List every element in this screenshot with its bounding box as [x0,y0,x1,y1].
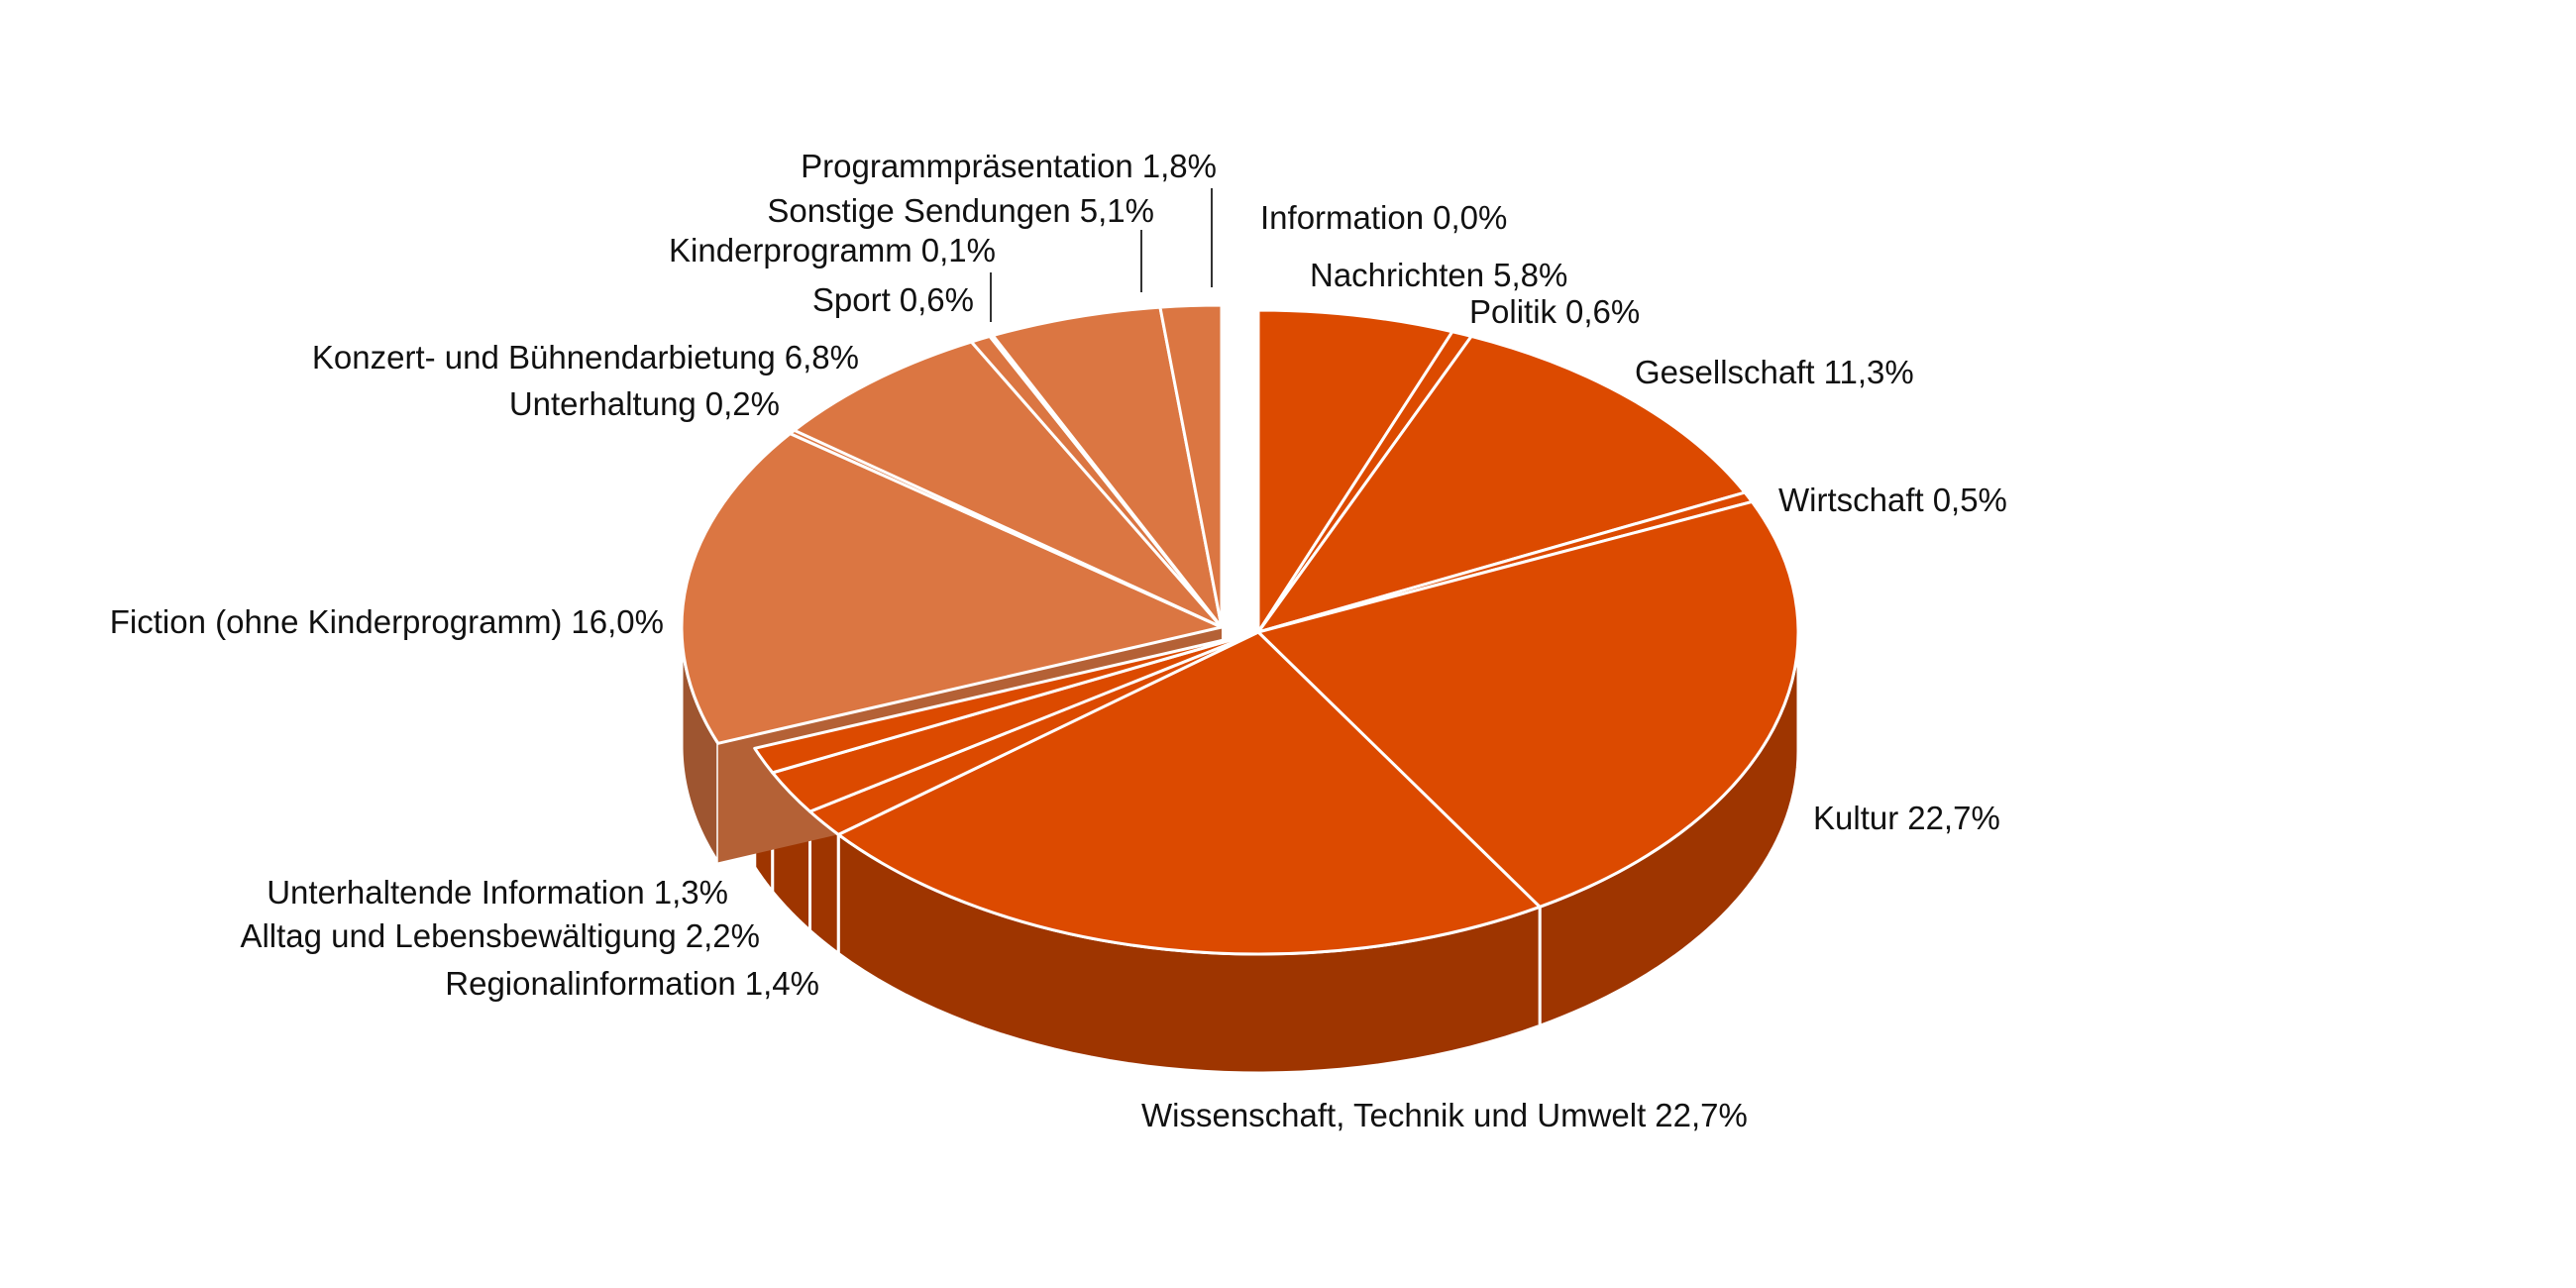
slice-label-value: 1,4% [745,965,819,1002]
slice [1256,308,1454,634]
slice-label-value: 5,8% [1493,257,1567,293]
slice-label: Fiction (ohne Kinderprogramm) 16,0% [110,603,664,640]
slice-label: Gesellschaft 11,3% [1635,354,1914,390]
slice [793,340,1224,629]
slice [991,305,1224,629]
slice [1256,499,1800,909]
slice-label-name: Sport [812,281,891,318]
slice-label-name: Nachrichten [1310,257,1484,293]
slice-label-value: 1,8% [1142,148,1217,184]
slice-label: Information 0,0% [1260,199,1507,236]
slice-label-value: 0,0% [1433,199,1507,236]
slice-label-name: Programmpräsentation [801,148,1133,184]
slice-label-name: Unterhaltung [509,385,697,422]
slice-label-value: 5,1% [1080,192,1154,229]
slice-label: Unterhaltende Information 1,3% [267,874,728,911]
slice-label-name: Alltag und Lebensbewältigung [240,917,676,954]
slice [836,630,1542,956]
slice-label-value: 2,2% [686,917,760,954]
slice-label: Sport 0,6% [812,281,974,318]
slice-label-value: 0,2% [705,385,780,422]
slice-label-value: 0,5% [1933,482,2007,518]
slice-label-name: Wirtschaft [1778,482,1924,518]
slice-label: Kultur 22,7% [1813,800,2000,836]
slice-label-value: 0,6% [900,281,974,318]
slice-label-value: 1,3% [654,874,728,911]
slice-label-name: Politik [1469,293,1557,330]
slice-label-name: Information [1260,199,1424,236]
slice-label-name: Wissenschaft, Technik und Umwelt [1141,1097,1646,1133]
slice-label-name: Gesellschaft [1635,354,1815,390]
slice-label-value: 16,0% [571,603,664,640]
slice-label: Alltag und Lebensbewältigung 2,2% [240,917,760,954]
slice-label-name: Konzert- und Bühnendarbietung [312,339,776,376]
slice-label: Sonstige Sendungen 5,1% [767,192,1154,229]
slice [1158,303,1224,629]
slice-label: Kinderprogramm 0,1% [669,232,996,268]
slice [680,432,1224,745]
slice-label: Unterhaltung 0,2% [509,385,780,422]
slice-label-name: Unterhaltende Information [267,874,645,911]
slice-label-name: Sonstige Sendungen [767,192,1070,229]
slice-label: Politik 0,6% [1469,293,1640,330]
slice-label: Regionalinformation 1,4% [445,965,819,1002]
slice-label: Wissenschaft, Technik und Umwelt 22,7% [1141,1097,1748,1133]
slice-label-name: Kultur [1813,800,1898,836]
slice-label-name: Fiction (ohne Kinderprogramm) [110,603,563,640]
slice-label-value: 0,6% [1565,293,1640,330]
slice-label-value: 0,1% [921,232,996,268]
slice-label: Wirtschaft 0,5% [1778,482,2007,518]
slice [753,630,1260,775]
slice-label-value: 22,7% [1655,1097,1748,1133]
slice-label-name: Regionalinformation [445,965,736,1002]
slice [1256,334,1747,634]
slice-label: Programmpräsentation 1,8% [801,148,1217,184]
slice-label: Konzert- und Bühnendarbietung 6,8% [312,339,859,376]
slice-label-value: 6,8% [785,339,859,376]
slice-label-name: Kinderprogramm [669,232,912,268]
slice-label-value: 11,3% [1824,354,1914,390]
slice-label: Nachrichten 5,8% [1310,257,1567,293]
slice-label-value: 22,7% [1907,800,2000,836]
